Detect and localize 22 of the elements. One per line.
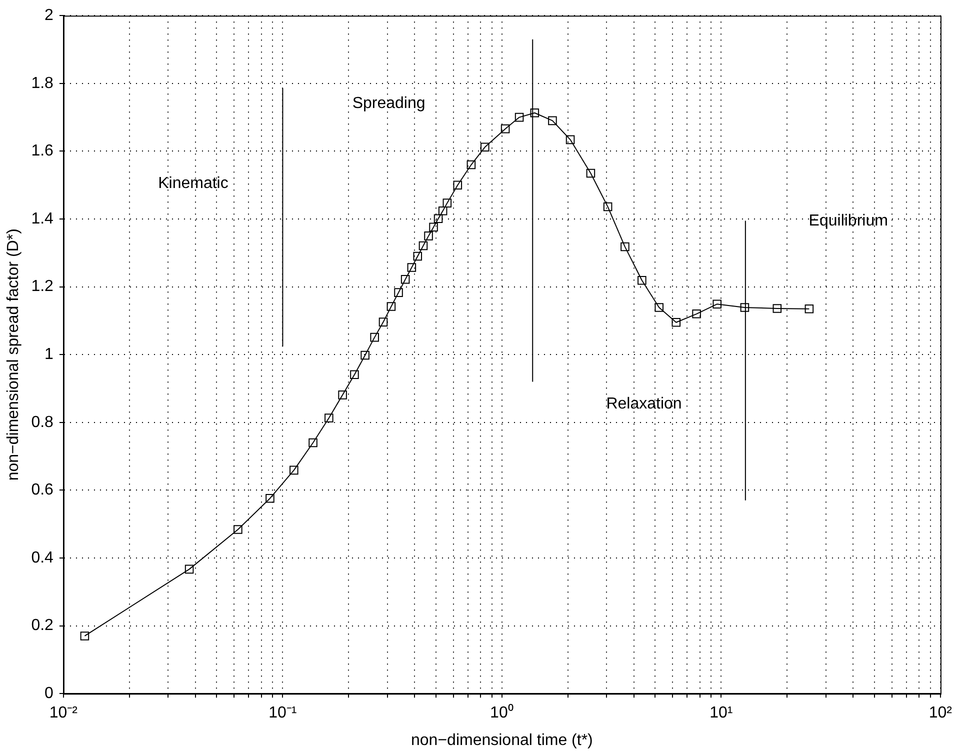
y-axis-title: non−dimensional spread factor (D*)	[5, 228, 22, 481]
y-tick-label: 1	[44, 346, 54, 364]
y-tick-label: 1.2	[31, 278, 54, 296]
x-tick-label: 10²	[928, 704, 953, 722]
annotation: Relaxation	[606, 396, 682, 412]
x-tick-label: 10¹	[710, 704, 733, 722]
y-tick-label: 0	[44, 685, 54, 702]
annotation: Kinematic	[158, 175, 228, 192]
y-tick-label: 2	[44, 7, 54, 24]
y-tick-label: 1.8	[31, 74, 54, 92]
x-axis-title: non−dimensional time (t*)	[411, 732, 593, 749]
y-tick-label: 1.4	[31, 210, 54, 228]
y-tick-label: 1.6	[31, 142, 54, 160]
x-tick-label: 10⁻¹	[268, 704, 297, 722]
x-tick-label: 10⁰	[490, 704, 514, 722]
annotation: Spreading	[352, 95, 426, 112]
y-tick-label: 0.4	[31, 549, 54, 566]
y-tick-label: 0.2	[31, 617, 54, 634]
x-tick-label: 10⁻²	[49, 704, 78, 722]
annotation: Equilibrium	[808, 212, 888, 230]
y-tick-label: 0.6	[31, 482, 54, 499]
y-tick-label: 0.8	[31, 414, 54, 431]
